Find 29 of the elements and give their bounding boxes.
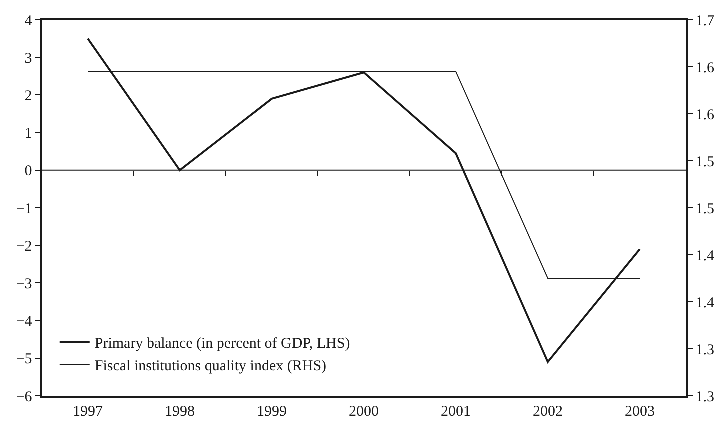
y2-tick-label: 1.3 bbox=[696, 389, 714, 406]
y2-tick-label: 1.6 bbox=[696, 60, 715, 76]
legend-label: Fiscal institutions quality index (RHS) bbox=[94, 358, 327, 375]
y2-tick-label: 1.5 bbox=[696, 201, 714, 218]
y-tick-label: −4 bbox=[16, 314, 33, 330]
x-tick-label: 1998 bbox=[165, 404, 195, 420]
y2-tick-label: 1.4 bbox=[696, 295, 715, 312]
y2-tick-label: 1.6 bbox=[696, 107, 715, 124]
x-tick-label: 2002 bbox=[533, 404, 563, 420]
y2-tick-label: 1.5 bbox=[696, 154, 714, 170]
x-tick-label: 1999 bbox=[257, 404, 287, 420]
y-tick-label: 1 bbox=[24, 126, 32, 142]
y-tick-label: 2 bbox=[24, 88, 32, 104]
y-tick-label: −5 bbox=[16, 352, 32, 368]
y-tick-label: 0 bbox=[24, 164, 32, 180]
y2-tick-label: 1.3 bbox=[696, 342, 714, 358]
y-tick-label: −3 bbox=[16, 276, 32, 292]
x-tick-label: 2003 bbox=[625, 404, 655, 420]
y-tick-label: −1 bbox=[16, 201, 32, 218]
y-tick-label: −2 bbox=[16, 238, 32, 255]
y2-tick-label: 1.4 bbox=[696, 248, 715, 264]
legend-label: Primary balance (in percent of GDP, LHS) bbox=[94, 336, 350, 352]
y-tick-label: −6 bbox=[16, 389, 33, 406]
y-tick-label: 4 bbox=[24, 13, 33, 30]
y2-tick-label: 1.7 bbox=[696, 13, 715, 30]
x-tick-label: 1997 bbox=[73, 404, 104, 420]
y-tick-label: 3 bbox=[24, 50, 32, 67]
x-tick-label: 2000 bbox=[349, 404, 379, 420]
x-tick-label: 2001 bbox=[441, 404, 471, 420]
